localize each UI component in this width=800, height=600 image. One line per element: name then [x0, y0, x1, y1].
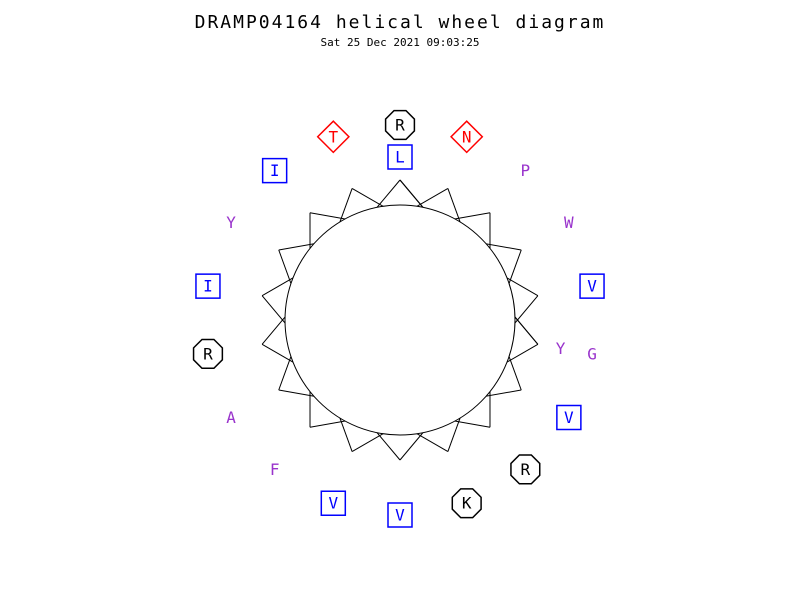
residue-letter: G: [587, 344, 597, 363]
residue-letter: Y: [226, 213, 236, 232]
residue-letter: T: [328, 127, 338, 146]
wheel-circle: [285, 205, 515, 435]
residue-letter: I: [270, 161, 280, 180]
residue-letter: V: [587, 277, 597, 296]
residue-letter: F: [270, 460, 280, 479]
residue-letter: A: [226, 408, 236, 427]
residue-letter: K: [462, 494, 472, 513]
residue-letter: R: [203, 344, 213, 363]
residue-letter: R: [521, 460, 531, 479]
residue-letter: Y: [556, 339, 566, 358]
residue-letter: P: [521, 161, 531, 180]
residue-letter: I: [203, 277, 213, 296]
residue-letter: V: [564, 408, 574, 427]
residue-letter: V: [395, 506, 405, 525]
residue-letter: V: [328, 494, 338, 513]
residue-letter: R: [395, 116, 405, 135]
residue-letter: N: [462, 127, 472, 146]
residue-letter: W: [564, 213, 574, 232]
helical-wheel-svg: RGVYPRATVVINVFIWKRLY: [0, 0, 800, 600]
residue-letter: L: [395, 148, 405, 167]
